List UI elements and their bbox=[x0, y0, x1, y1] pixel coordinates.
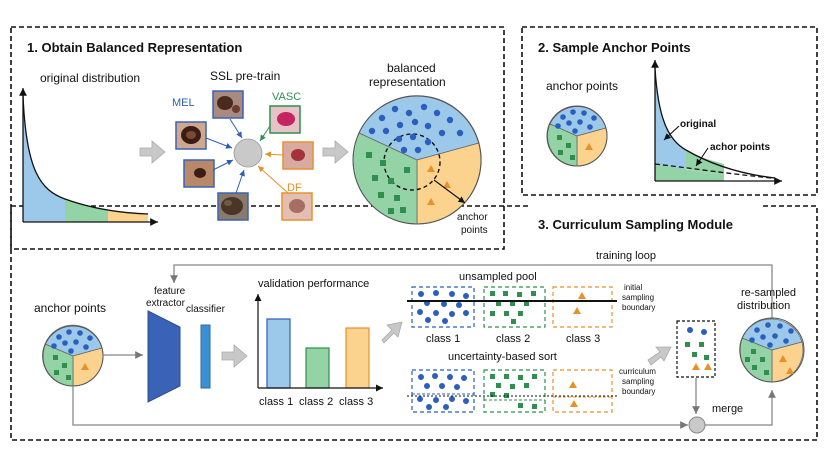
mel-image-2 bbox=[175, 121, 207, 150]
classifier-label: classifier bbox=[186, 304, 226, 315]
section3-title: 3. Curriculum Sampling Module bbox=[538, 217, 733, 232]
initial-boundary-label-2: sampling bbox=[622, 293, 654, 302]
s3-anchor-pie bbox=[42, 324, 104, 387]
flow-arrow-4 bbox=[381, 321, 403, 344]
unsampled-pool-label: unsampled pool bbox=[459, 271, 537, 283]
training-loop-line bbox=[170, 264, 773, 328]
df-image-1 bbox=[282, 141, 314, 170]
flow-arrow-2 bbox=[322, 140, 349, 164]
section1-title: 1. Obtain Balanced Representation bbox=[27, 40, 242, 55]
merge-node bbox=[688, 416, 706, 434]
curriculum-boundary-label-2: sampling bbox=[622, 377, 654, 386]
section1-box bbox=[10, 26, 505, 250]
sampled-subset bbox=[676, 320, 716, 378]
feature-extractor-label-2: extractor bbox=[146, 298, 186, 309]
resampled-label-1: re-sampled bbox=[741, 287, 796, 299]
mel-image-4 bbox=[217, 192, 249, 221]
sorted-class1 bbox=[411, 369, 475, 413]
section2-box bbox=[521, 26, 818, 196]
feature-extractor-label-1: feature bbox=[154, 286, 186, 297]
df-label: DF bbox=[287, 182, 302, 194]
pool-label-class2: class 2 bbox=[496, 333, 530, 345]
vasc-label: VASC bbox=[272, 91, 301, 103]
ssl-encoder-node bbox=[233, 138, 263, 168]
anchor-points-label-1: anchor bbox=[457, 212, 488, 223]
curriculum-boundary-label-1: curriculum bbox=[619, 367, 656, 376]
bar-label-class2: class 2 bbox=[299, 396, 333, 408]
pool-class2 bbox=[483, 286, 546, 328]
flow-arrow-1 bbox=[139, 140, 166, 164]
sorted-class2 bbox=[483, 369, 546, 413]
pool-label-class3: class 3 bbox=[566, 333, 600, 345]
vasc-image bbox=[269, 105, 301, 134]
resampled-label-2: distribution bbox=[737, 300, 790, 312]
ssl-pretrain-label: SSL pre-train bbox=[210, 69, 280, 83]
uncertainty-sort-label: uncertainty-based sort bbox=[448, 351, 557, 363]
df-image-2 bbox=[281, 192, 313, 221]
balanced-label-1: balanced bbox=[387, 61, 436, 75]
feature-extractor bbox=[147, 310, 181, 403]
achor-curve-label: achor points bbox=[710, 142, 770, 153]
bypass-line bbox=[72, 386, 688, 429]
curriculum-boundary-label-3: boundary bbox=[622, 387, 655, 396]
original-distribution-label: original distribution bbox=[40, 71, 140, 85]
flow-arrow-5 bbox=[647, 346, 672, 366]
mel-image-3 bbox=[183, 159, 215, 188]
bar-label-class1: class 1 bbox=[259, 396, 293, 408]
initial-boundary-label-1: initial bbox=[624, 283, 642, 292]
validation-bar-chart bbox=[254, 294, 383, 392]
validation-performance-label: validation performance bbox=[258, 278, 369, 290]
flow-arrow-3 bbox=[221, 344, 248, 368]
pool-label-class1: class 1 bbox=[426, 333, 460, 345]
s2-anchor-pie bbox=[546, 105, 608, 167]
s2-distribution-plot bbox=[651, 60, 782, 185]
bar-label-class3: class 3 bbox=[339, 396, 373, 408]
s2-anchor-points-label: anchor points bbox=[546, 79, 618, 93]
long-tail-plot bbox=[19, 88, 158, 226]
training-loop-label: training loop bbox=[596, 250, 656, 262]
balanced-label-2: representation bbox=[369, 75, 446, 89]
initial-boundary-label-3: boundary bbox=[622, 303, 655, 312]
section2-title: 2. Sample Anchor Points bbox=[538, 40, 691, 55]
classifier-block bbox=[200, 324, 211, 389]
pool-class3 bbox=[552, 286, 613, 328]
merge-label: merge bbox=[712, 403, 743, 415]
mel-label: MEL bbox=[172, 97, 195, 109]
anchor-points-label-2: points bbox=[461, 225, 488, 236]
balanced-pie bbox=[352, 95, 482, 225]
resampled-pie bbox=[739, 317, 805, 383]
bar-class3 bbox=[345, 327, 370, 389]
s3-anchor-points-label: anchor points bbox=[34, 301, 106, 315]
bar-class2 bbox=[305, 347, 330, 389]
original-curve-label: original bbox=[680, 119, 716, 130]
bar-class1 bbox=[266, 318, 291, 389]
pool-class1 bbox=[411, 286, 475, 328]
mel-image-1 bbox=[212, 90, 244, 119]
sorted-class3 bbox=[552, 369, 613, 413]
